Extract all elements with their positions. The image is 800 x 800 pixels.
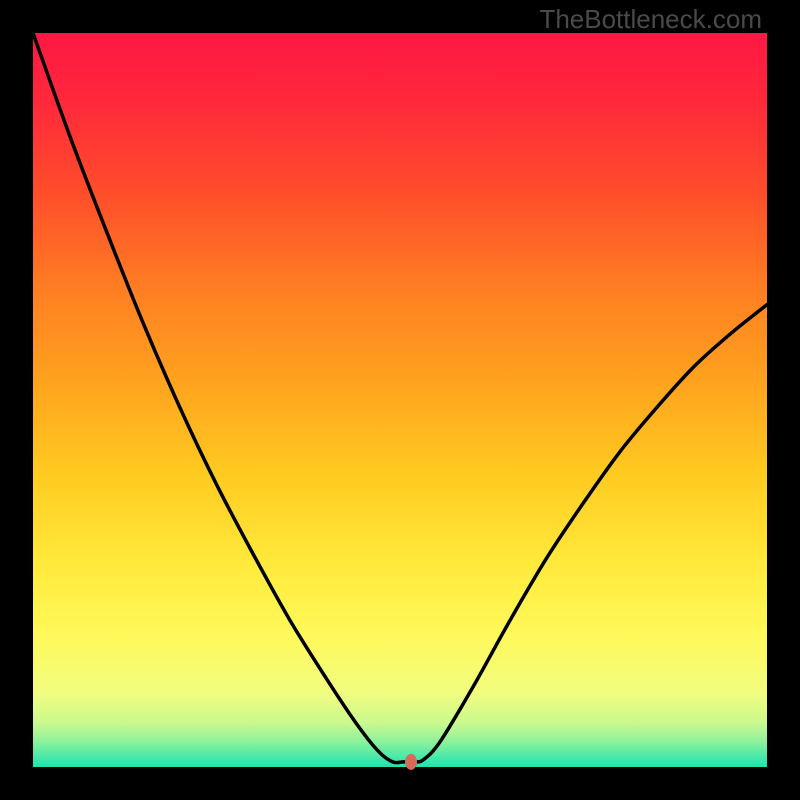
chart-background (33, 33, 767, 767)
optimal-marker (405, 754, 417, 770)
watermark-text: TheBottleneck.com (539, 4, 762, 35)
